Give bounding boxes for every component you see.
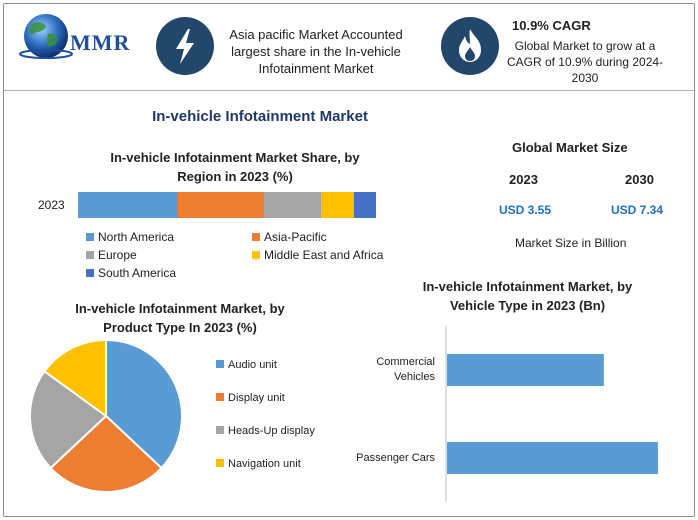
year-2030-label: 2030 [625,172,654,187]
legend-label: North America [98,230,175,244]
infographic-frame [3,3,695,517]
legend-item: South America [86,266,176,280]
product-chart-title: In-vehicle Infotainment Market, by Produ… [20,299,340,337]
legend-swatch [86,269,94,277]
year-2023-label: 2023 [509,172,538,187]
value-2030: USD 7.34 [611,203,664,217]
pie-legend-item: Display unit [216,392,285,404]
region-title-line: Region in 2023 (%) [177,169,293,184]
globe-icon [19,14,73,59]
legend-label: Display unit [228,392,285,404]
main-title: In-vehicle Infotainment Market [152,108,368,125]
legend-label: Middle East and Africa [264,248,384,262]
legend-swatch [216,393,224,401]
legend-item: Asia-Pacific [252,230,327,244]
region-chart-title: In-vehicle Infotainment Market Share, by… [50,148,420,186]
category-line: Passenger Cars [356,451,435,464]
cagr-line: 2030 [571,71,599,85]
pie-legend-item: Heads-Up display [216,425,315,437]
apac-share-note: Asia pacific Market Accounted largest sh… [220,26,412,77]
region-stacked-bar [78,192,376,218]
category-line: Vehicles [394,371,435,383]
cagr-line: CAGR of 10.9% during 2024- [506,55,664,69]
category-line: Commercial [376,356,435,368]
cagr-description: Global Market to grow at a CAGR of 10.9%… [500,38,670,86]
product-title-line: In-vehicle Infotainment Market, by [75,301,285,316]
legend-item: Middle East and Africa [252,248,383,262]
legend-swatch [86,251,94,259]
legend-item: Europe [86,248,137,262]
vehicle-bar [447,354,604,386]
legend-swatch [216,426,224,434]
pie-slice [43,338,107,418]
mmr-logo [12,10,142,64]
legend-label: Navigation unit [228,458,301,470]
vehicle-category-label: Commercial Vehicles [340,355,435,385]
vehicle-bar-chart [445,326,658,502]
cagr-title: 10.9% CAGR [512,18,591,33]
value-2023: USD 3.55 [499,203,552,217]
product-title-line: Product Type In 2023 (%) [103,320,257,335]
pie-slice [29,369,108,470]
product-pie-chart [29,338,183,493]
vehicle-chart-title: In-vehicle Infotainment Market, by Vehic… [395,277,660,315]
pie-slice [105,338,183,470]
legend-label: South America [98,266,177,280]
legend-item: North America [86,230,174,244]
legend-label: Asia-Pacific [264,230,327,244]
vehicle-title-line: In-vehicle Infotainment Market, by [422,279,633,294]
region-segment [320,192,354,218]
logo-text: MMR [70,30,131,55]
legend-swatch [216,459,224,467]
lightning-bolt-icon [156,17,214,75]
vehicle-category-label: Passenger Cars [340,451,435,466]
apac-note-line: Asia pacific Market Accounted [229,27,403,42]
flame-icon [441,17,499,75]
global-market-size-title: Global Market Size [512,140,628,155]
region-segment [264,192,321,218]
legend-swatch [252,251,260,259]
market-size-unit-note: Market Size in Billion [515,236,627,250]
region-segment [353,192,376,218]
apac-note-line: largest share in the In-vehicle [231,44,401,59]
header-divider [4,90,694,91]
apac-note-line: Infotainment Market [258,61,374,76]
legend-swatch [216,360,224,368]
legend-label: Audio unit [228,359,277,371]
region-row-label: 2023 [38,198,65,212]
region-segment [177,192,265,218]
legend-swatch [86,233,94,241]
pie-slice [49,414,163,493]
legend-swatch [252,233,260,241]
vehicle-bar [447,442,658,474]
legend-label: Heads-Up display [228,425,315,437]
pie-legend-item: Audio unit [216,359,277,371]
cagr-line: Global Market to grow at a [514,39,656,53]
pie-legend-item: Navigation unit [216,458,301,470]
legend-label: Europe [98,248,137,262]
vehicle-title-line: Vehicle Type in 2023 (Bn) [449,298,606,313]
region-title-line: In-vehicle Infotainment Market Share, by [110,150,360,165]
region-segment [78,192,178,218]
